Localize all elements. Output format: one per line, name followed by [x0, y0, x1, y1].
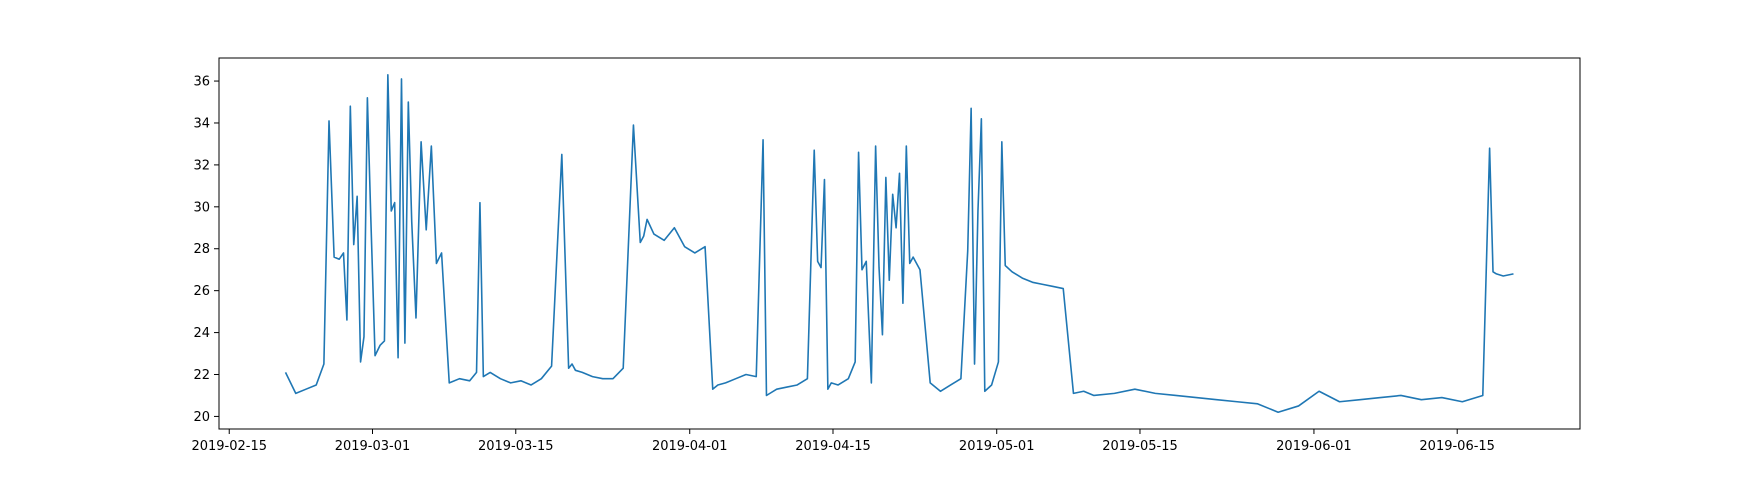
- plot-area: [218, 57, 1581, 430]
- y-tick-label: 22: [193, 368, 210, 383]
- x-tick-label: 2019-06-01: [1276, 439, 1352, 454]
- y-tick-label: 26: [193, 284, 210, 299]
- x-axis: 2019-02-15 2019-03-01 2019-03-15 2019-04-01…: [191, 429, 1495, 454]
- series-line: [284, 73, 1514, 414]
- x-tick-label: 2019-06-15: [1419, 439, 1495, 454]
- y-tick-label: 24: [193, 326, 210, 341]
- x-tick-label: 2019-05-15: [1102, 439, 1178, 454]
- y-tick-label: 32: [193, 158, 210, 173]
- x-tick-label: 2019-03-15: [478, 439, 554, 454]
- y-tick-label: 36: [193, 75, 210, 90]
- y-axis: 20 22 24 26 28 30 32 34 36: [193, 75, 219, 425]
- y-tick-label: 30: [193, 200, 210, 215]
- x-tick-label: 2019-03-01: [335, 439, 411, 454]
- y-tick-label: 20: [193, 410, 210, 425]
- x-tick-label: 2019-05-01: [959, 439, 1035, 454]
- x-tick-label: 2019-04-15: [795, 439, 871, 454]
- x-tick-label: 2019-02-15: [191, 439, 267, 454]
- x-tick-label: 2019-04-01: [652, 439, 728, 454]
- y-tick-label: 34: [193, 116, 210, 131]
- y-tick-label: 28: [193, 242, 210, 257]
